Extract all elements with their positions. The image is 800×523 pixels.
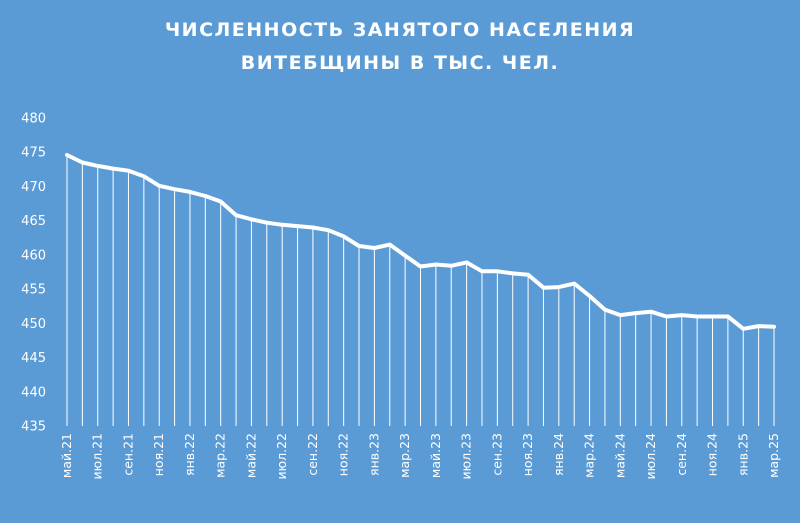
data-point — [603, 308, 607, 312]
data-point — [342, 234, 346, 239]
data-point — [372, 246, 376, 250]
x-tick-label: янв.25 — [735, 433, 750, 476]
data-point — [480, 269, 484, 273]
y-tick-label: 435 — [21, 420, 46, 435]
data-point — [541, 286, 546, 290]
x-tick-label: янв.23 — [366, 433, 381, 476]
y-axis: 435 440 445 450 455 460 465 470 475 480 — [21, 112, 46, 435]
x-tick-label: мар.24 — [582, 433, 597, 478]
data-point — [403, 253, 407, 258]
y-tick-label: 470 — [21, 180, 46, 195]
data-point — [203, 194, 207, 198]
y-tick-label: 480 — [21, 112, 46, 127]
x-tick-label: сен.24 — [674, 433, 689, 476]
data-point — [172, 187, 177, 191]
data-point — [449, 264, 453, 268]
data-point — [695, 314, 699, 319]
chart-title-line-2: ВИТЕБЩИНЫ В ТЫС. ЧЕЛ. — [241, 52, 559, 74]
x-tick-label: мар.25 — [766, 433, 781, 478]
y-tick-label: 475 — [21, 146, 46, 161]
data-point — [249, 217, 254, 221]
x-tick-label: май.21 — [59, 433, 74, 478]
data-point — [265, 221, 269, 225]
x-tick-label: июл.21 — [90, 433, 105, 480]
data-point — [311, 225, 315, 230]
data-point — [142, 174, 146, 178]
x-tick-label: май.22 — [243, 433, 258, 478]
data-point — [111, 167, 115, 171]
data-point — [188, 190, 192, 194]
y-tick-label: 445 — [21, 351, 46, 366]
y-tick-label: 465 — [21, 214, 46, 229]
data-point — [357, 244, 361, 248]
data-point — [388, 243, 392, 247]
data-point — [295, 224, 300, 228]
data-point — [80, 160, 84, 165]
data-point — [634, 311, 638, 315]
data-point — [434, 262, 438, 267]
data-point — [65, 153, 69, 157]
series-layer — [65, 153, 776, 331]
x-tick-label: сен.22 — [305, 433, 320, 476]
x-tick-label: июл.23 — [459, 433, 474, 480]
data-point — [680, 313, 684, 317]
x-tick-label: май.23 — [428, 433, 443, 478]
x-tick-label: июл.24 — [643, 433, 658, 480]
data-point — [526, 273, 530, 277]
x-tick-label: мар.23 — [397, 433, 412, 478]
data-point — [511, 271, 515, 275]
x-tick-label: янв.22 — [182, 433, 197, 476]
data-point — [649, 310, 653, 314]
x-axis: май.21 июл.21 сен.21 ноя.21 янв.22 мар.22 май.… — [59, 433, 781, 480]
data-point — [280, 223, 284, 227]
y-tick-label: 450 — [21, 317, 46, 332]
y-tick-label: 455 — [21, 283, 46, 298]
x-tick-label: май.24 — [612, 433, 627, 478]
x-tick-label: сен.21 — [120, 433, 135, 476]
data-point — [772, 325, 776, 329]
data-point — [710, 314, 715, 319]
x-tick-label: ноя.22 — [336, 433, 351, 476]
data-point — [157, 184, 161, 188]
data-point — [618, 313, 622, 317]
data-point — [465, 260, 469, 265]
x-tick-label: сен.23 — [489, 433, 504, 476]
data-point — [757, 324, 761, 328]
data-point — [726, 314, 730, 319]
y-tick-label: 460 — [21, 248, 46, 263]
data-point — [572, 282, 576, 286]
drop-lines — [66, 154, 775, 426]
data-point — [234, 213, 238, 217]
data-point — [126, 169, 131, 173]
x-tick-label: июл.22 — [274, 433, 289, 480]
x-tick-label: ноя.23 — [520, 433, 535, 476]
chart-title-line-1: ЧИСЛЕННОСТЬ ЗАНЯТОГО НАСЕЛЕНИЯ — [165, 19, 635, 41]
data-point — [664, 314, 669, 319]
x-tick-label: янв.24 — [551, 433, 566, 476]
data-point — [96, 164, 100, 168]
data-point — [587, 294, 592, 298]
x-tick-label: мар.22 — [213, 433, 228, 478]
data-point — [219, 199, 223, 204]
data-point — [495, 269, 499, 273]
data-point — [326, 228, 330, 232]
data-point — [557, 285, 561, 289]
data-point — [418, 264, 423, 269]
x-tick-label: ноя.21 — [151, 433, 166, 476]
x-tick-label: ноя.24 — [705, 433, 720, 476]
data-point — [741, 327, 745, 331]
y-tick-label: 440 — [21, 385, 46, 400]
